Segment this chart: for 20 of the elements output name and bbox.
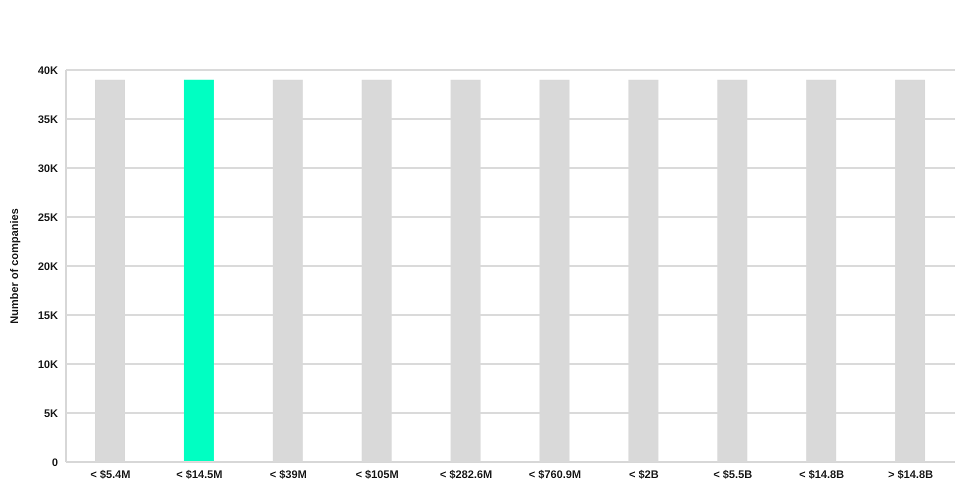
y-tick-label: 25K bbox=[38, 212, 58, 224]
y-tick-label: 10K bbox=[38, 358, 58, 371]
y-tick-label: 35K bbox=[38, 114, 58, 126]
y-tick-label: 30K bbox=[38, 162, 58, 175]
x-tick-label: < $14.8B bbox=[799, 468, 844, 481]
x-tick-label: < $5.4M bbox=[90, 468, 130, 481]
x-tick-label: < $14.5M bbox=[176, 468, 222, 481]
x-tick-label: < $282.6M bbox=[440, 468, 492, 481]
y-tick-label: 20K bbox=[38, 260, 58, 273]
y-tick-label: 15K bbox=[38, 310, 58, 322]
x-tick-label: < $105M bbox=[356, 468, 399, 481]
y-axis-title: Number of companies bbox=[8, 208, 21, 324]
y-tick-label: 0 bbox=[52, 456, 58, 469]
x-tick-label: < $2B bbox=[629, 468, 659, 481]
x-tick-label: < $39M bbox=[270, 468, 307, 481]
x-tick-label: < $5.5B bbox=[713, 468, 752, 481]
y-tick-label: 5K bbox=[44, 408, 58, 420]
y-tick-label: 40K bbox=[38, 64, 58, 77]
x-tick-label: > $14.8B bbox=[888, 468, 934, 481]
x-tick-label: < $760.9M bbox=[528, 468, 582, 481]
